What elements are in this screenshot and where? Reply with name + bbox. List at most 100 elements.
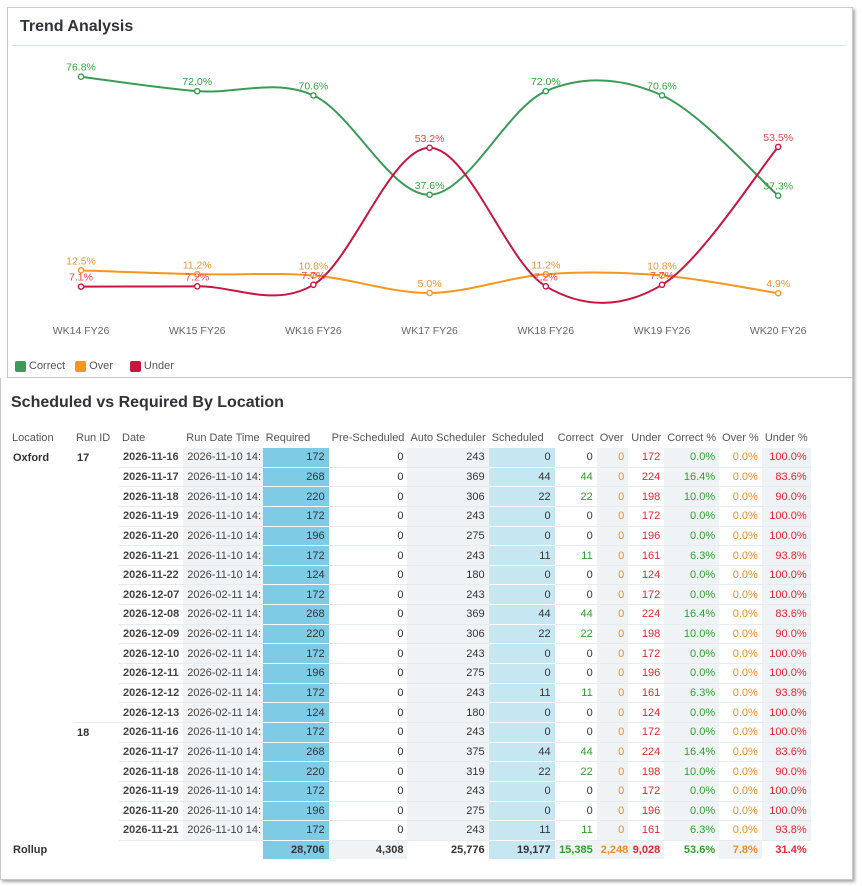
run-date-time-cell: 2026-02-11 14: <box>183 703 263 723</box>
col-run-date-time[interactable]: Run Date Time <box>186 432 260 444</box>
correct-cell: 0 <box>554 527 597 547</box>
over-cell: 0 <box>596 781 629 802</box>
over-cell: 0 <box>596 742 629 763</box>
table-row[interactable]: 2026-11-21 2026-11-10 14: 172 0 243 11 11 0 161 6… <box>9 546 811 566</box>
col-over-pct[interactable]: Over % <box>722 432 759 444</box>
under-cell: 172 <box>628 448 665 468</box>
table-row[interactable]: 2026-11-21 2026-11-10 14: 172 0 243 11 11 0 161 6… <box>9 821 811 841</box>
table-row[interactable]: 2026-11-17 2026-11-10 14: 268 0 369 44 44 0 224 1… <box>9 467 811 488</box>
legend-swatch-correct <box>15 360 26 372</box>
table-row[interactable]: 2026-11-22 2026-11-10 14: 124 0 180 0 0 0 124 0.0… <box>9 565 811 586</box>
correct-cell: 44 <box>554 468 597 488</box>
data-point-over <box>77 267 85 274</box>
table-row[interactable]: 2026-11-19 2026-11-10 14: 172 0 243 0 0 0 172 0.0… <box>9 781 811 802</box>
over-pct-cell: 0.0% <box>719 762 762 782</box>
scheduled-cell: 0 <box>488 506 555 527</box>
table-row[interactable]: 2026-12-07 2026-02-11 14: 172 0 243 0 0 0 172 0.0… <box>9 585 811 606</box>
rollup-empty <box>183 841 262 859</box>
rollup-label: Rollup <box>13 843 48 856</box>
rollup-scheduled: 19,177 <box>488 840 555 859</box>
rollup-empty <box>73 841 119 859</box>
col-required[interactable]: Required <box>265 432 311 444</box>
legend-swatch-over <box>75 360 87 372</box>
scheduled-cell: 22 <box>488 487 555 507</box>
rollup-required: 28,706 <box>262 840 329 859</box>
scheduled-cell: 0 <box>488 526 555 547</box>
location-cell <box>9 723 73 743</box>
table-row[interactable]: 2026-11-20 2026-11-10 14: 196 0 275 0 0 0 196 0.0… <box>9 526 811 547</box>
legend-item-correct[interactable]: Correct <box>15 360 65 372</box>
run-date-time-cell: 2026-11-10 14: <box>183 506 263 527</box>
table-row[interactable]: 2026-12-10 2026-02-11 14: 172 0 243 0 0 0 172 0.0… <box>9 644 811 665</box>
under-pct-cell: 100.0% <box>761 664 811 684</box>
rollup-auto-scheduler: 25,776 <box>407 840 489 859</box>
table-row[interactable]: 2026-11-18 2026-11-10 14: 220 0 319 22 22 0 198 1… <box>9 762 811 782</box>
data-label-correct: 70.6% <box>299 80 329 92</box>
location-cell <box>9 566 73 586</box>
table-row[interactable]: Oxford 17 2026-11-16 2026-11-10 14: 172 0 243 0… <box>9 448 811 468</box>
trend-analysis-panel: Trend Analysis WK14 FY26 WK15 FY26 WK16 FY… <box>7 7 853 378</box>
col-run-id[interactable]: Run ID <box>76 432 111 444</box>
col-under-pct[interactable]: Under % <box>764 432 808 444</box>
date-cell: 2026-12-10 <box>119 644 184 665</box>
table-row[interactable]: 2026-11-20 2026-11-10 14: 196 0 275 0 0 0 196 0.0… <box>9 801 811 822</box>
col-scheduled[interactable]: Scheduled <box>491 432 544 444</box>
run-id-cell <box>73 703 119 723</box>
over-cell: 0 <box>596 526 629 547</box>
data-point-correct <box>542 87 550 95</box>
data-label-over: 12.5% <box>66 255 96 267</box>
under-pct-cell: 83.6% <box>761 467 811 488</box>
pre-scheduled-cell: 0 <box>328 684 408 704</box>
col-location[interactable]: Location <box>12 432 54 444</box>
col-correct-pct[interactable]: Correct % <box>667 432 717 444</box>
scheduled-cell: 0 <box>488 722 555 743</box>
col-auto-scheduler[interactable]: Auto Scheduler <box>410 432 486 444</box>
scheduled-cell: 11 <box>488 821 555 841</box>
correct-cell: 22 <box>554 625 597 645</box>
location-cell <box>9 468 73 488</box>
data-label-correct: 70.6% <box>647 80 677 92</box>
under-cell: 198 <box>628 487 665 507</box>
col-pre-scheduled[interactable]: Pre-Scheduled <box>331 432 405 444</box>
required-cell: 172 <box>262 781 329 802</box>
legend-label-over: Over <box>89 360 113 372</box>
col-under[interactable]: Under <box>631 432 662 444</box>
col-correct[interactable]: Correct <box>557 432 594 444</box>
table-row[interactable]: 2026-12-09 2026-02-11 14: 220 0 306 22 22 0 198 1… <box>9 624 811 645</box>
table-row[interactable]: 2026-12-12 2026-02-11 14: 172 0 243 11 11 0 161 6… <box>9 683 811 704</box>
table-row[interactable]: 2026-11-17 2026-11-10 14: 268 0 375 44 44 0 224 1… <box>9 742 811 763</box>
correct-cell: 0 <box>554 664 597 684</box>
data-point-under <box>193 283 201 290</box>
col-over[interactable]: Over <box>599 432 624 444</box>
required-cell: 172 <box>262 506 329 527</box>
scheduled-cell: 22 <box>488 624 555 645</box>
required-cell: 124 <box>262 565 329 586</box>
legend-item-over[interactable]: Over <box>75 360 113 372</box>
table-row[interactable]: 2026-11-19 2026-11-10 14: 172 0 243 0 0 0 172 0.0… <box>9 506 811 527</box>
required-cell: 220 <box>262 624 329 645</box>
auto-scheduler-cell: 306 <box>407 487 489 507</box>
table-row[interactable]: 2026-11-18 2026-11-10 14: 220 0 306 22 22 0 198 1… <box>9 487 811 507</box>
rollup-over-pct: 7.8% <box>719 840 762 859</box>
table-row[interactable]: 18 2026-11-16 2026-11-10 14: 172 0 243 0 0 0 172 0… <box>9 722 811 743</box>
under-cell: 172 <box>628 644 665 665</box>
pre-scheduled-cell: 0 <box>328 762 408 782</box>
location-cell <box>9 546 73 566</box>
under-pct-cell: 100.0% <box>761 448 811 468</box>
over-cell: 0 <box>596 506 629 527</box>
run-id-cell: 17 <box>77 451 90 464</box>
table-row[interactable]: 2026-12-11 2026-02-11 14: 196 0 275 0 0 0 196 0.0… <box>9 664 811 684</box>
table-row[interactable]: 2026-12-08 2026-02-11 14: 268 0 369 44 44 0 224 1… <box>9 605 811 625</box>
table-row[interactable]: 2026-12-13 2026-02-11 14: 124 0 180 0 0 0 124 0.0… <box>9 703 811 723</box>
over-pct-cell: 0.0% <box>719 821 762 841</box>
under-cell: 161 <box>628 546 665 566</box>
over-cell: 0 <box>596 722 629 743</box>
over-pct-cell: 0.0% <box>719 723 762 743</box>
chart-legend: Correct Over Under <box>15 360 184 372</box>
col-date[interactable]: Date <box>122 432 146 444</box>
data-point-under <box>77 283 85 290</box>
legend-item-under[interactable]: Under <box>129 360 174 372</box>
correct-pct-cell: 16.4% <box>664 467 720 488</box>
data-label-correct: 37.3% <box>763 181 793 193</box>
correct-pct-cell: 16.4% <box>664 605 720 625</box>
